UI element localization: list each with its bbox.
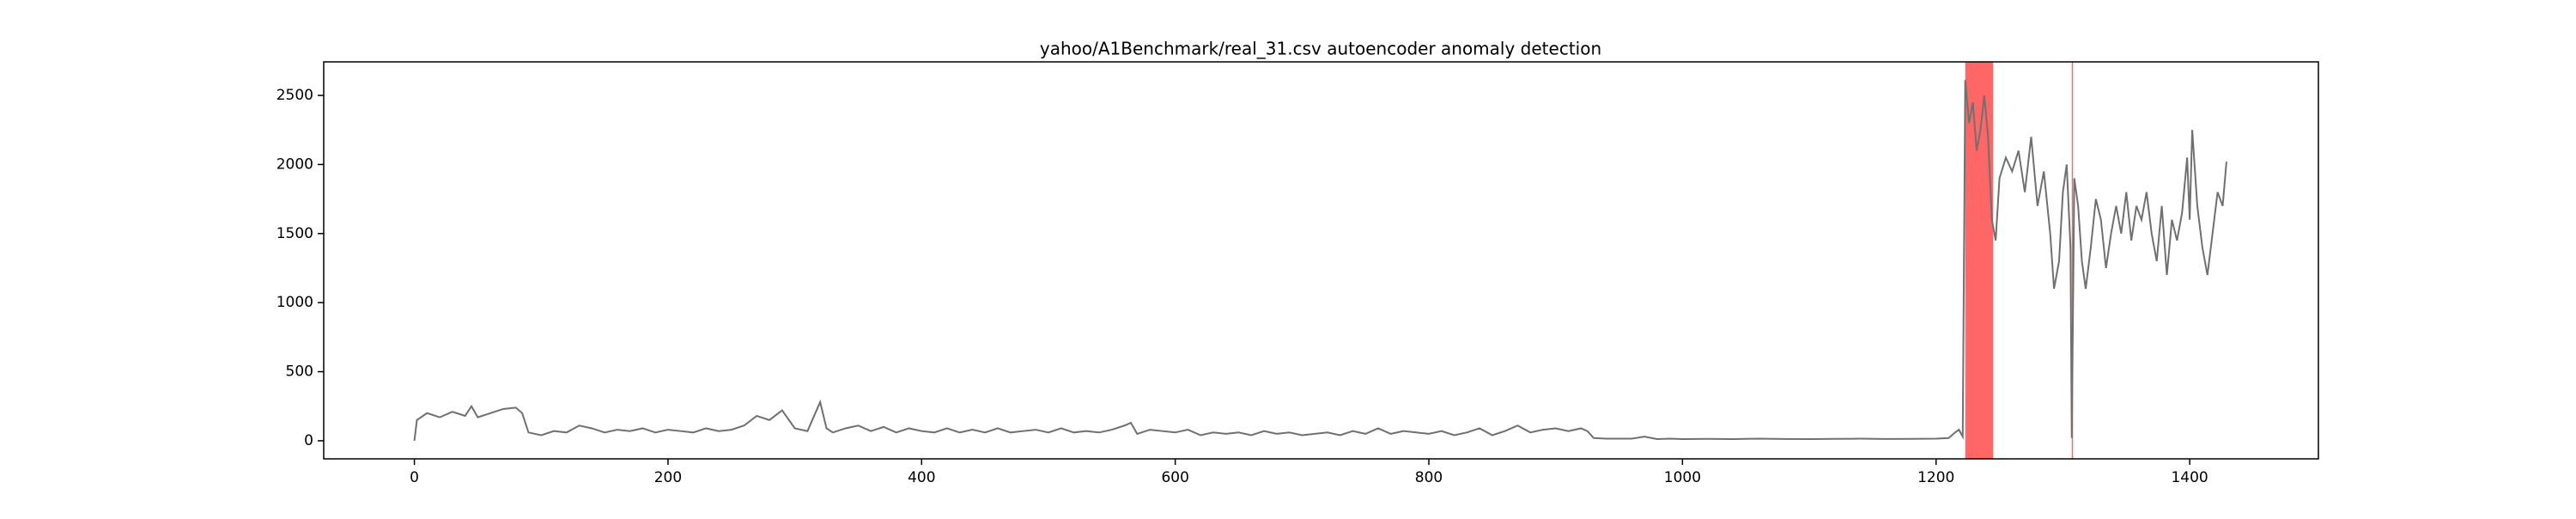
y-tick-label: 2000 bbox=[276, 156, 313, 173]
series-line bbox=[413, 79, 2227, 442]
x-tick-label: 1200 bbox=[1917, 469, 1954, 486]
x-tick-label: 1400 bbox=[2171, 469, 2208, 486]
x-tick-label: 800 bbox=[1415, 469, 1443, 486]
y-tick-label: 2500 bbox=[276, 87, 313, 104]
x-tick-label: 1000 bbox=[1664, 469, 1701, 486]
x-tick-label: 400 bbox=[908, 469, 935, 486]
x-tick-label: 600 bbox=[1161, 469, 1188, 486]
plot-frame bbox=[323, 61, 2319, 460]
x-tick-label: 200 bbox=[654, 469, 682, 486]
y-tick-label: 1500 bbox=[276, 225, 313, 242]
y-tick-label: 500 bbox=[286, 363, 313, 381]
y-tick-label: 1000 bbox=[276, 294, 313, 311]
anomaly-span bbox=[2071, 62, 2074, 459]
chart-title: yahoo/A1Benchmark/real_31.csv autoencode… bbox=[1040, 39, 1601, 59]
y-tick-label: 0 bbox=[304, 432, 313, 449]
anomaly-span bbox=[1965, 62, 1994, 459]
x-tick-label: 0 bbox=[410, 469, 419, 486]
